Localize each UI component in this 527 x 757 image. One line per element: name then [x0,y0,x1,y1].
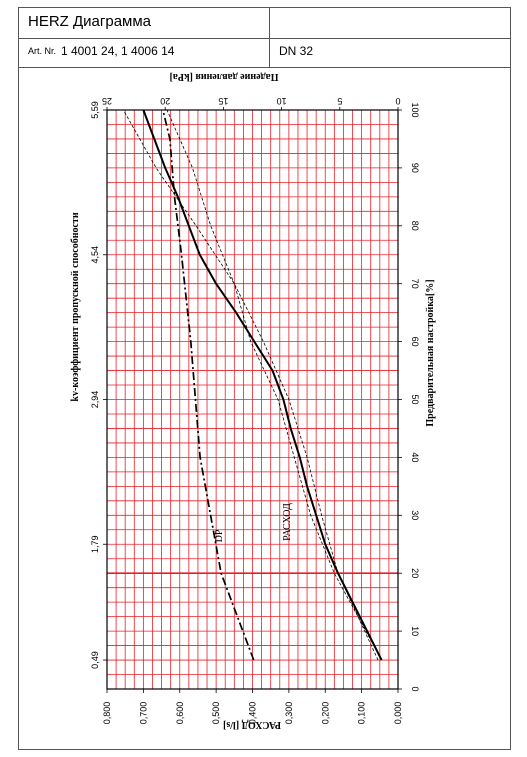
series-line-2 [123,109,379,661]
setting-tick-label: 100 [410,102,420,117]
pressure-tick-label: 20 [160,96,170,106]
article-row [19,38,510,68]
kv-tick-label: 2,94 [90,391,100,409]
flow-tick-label: 0,700 [138,702,148,725]
setting-tick-label: 70 [410,279,420,289]
pressure-tick-label: 25 [102,96,112,106]
pressure-tick-label: 5 [337,96,342,106]
flow-tick-label: 0,800 [102,702,112,725]
setting-tick-label: 50 [410,394,420,404]
flow-tick-label: 0,200 [320,702,330,725]
kv-tick-label: 0,49 [90,651,100,669]
setting-axis-title: Предварительная настройка[%] [425,279,436,426]
setting-tick-label: 10 [410,626,420,636]
flow-tick-label: 0,300 [284,702,294,725]
diagram-sheet: HERZ Диаграмма Art. Nr. 1 4001 24, 1 400… [18,7,511,750]
flow-tick-label: 0,000 [393,702,403,725]
annotation-flow: РАСХОД [282,503,293,541]
setting-tick-label: 20 [410,568,420,578]
flow-axis-title: РАСХОД [l/s] [223,719,281,730]
flow-tick-label: 0,100 [357,702,367,725]
article-label: Art. Nr. [28,46,57,56]
flow-tick-label: 0,400 [248,702,258,725]
series-line-1 [166,109,382,661]
pressure-axis-title: Падение давления [kPa] [170,71,279,82]
page-title: HERZ Диаграмма [28,13,152,30]
setting-tick-label: 30 [410,510,420,520]
pressure-tick-label: 15 [218,96,228,106]
setting-tick-label: 0 [410,686,420,691]
header-divider [269,8,270,67]
nominal-diameter: DN 32 [279,44,314,58]
kv-tick-label: 1,79 [90,535,100,553]
setting-tick-label: 80 [410,221,420,231]
kv-tick-label: 4,54 [90,246,100,264]
kv-axis-title: kv-коэффициент пропускной способности [70,212,81,401]
flow-tick-label: 0,600 [175,702,185,725]
article-number: 1 4001 24, 1 4006 14 [61,44,175,58]
flow-tick-label: 0,500 [211,702,221,725]
title-row [19,8,510,39]
pressure-tick-label: 10 [277,96,287,106]
pressure-tick-label: 0 [395,96,400,106]
annotation-dp: DP [214,529,225,542]
kv-tick-label: 5,59 [90,101,100,119]
setting-tick-label: 90 [410,163,420,173]
setting-tick-label: 40 [410,452,420,462]
series-line-3 [162,109,255,661]
setting-tick-label: 60 [410,337,420,347]
